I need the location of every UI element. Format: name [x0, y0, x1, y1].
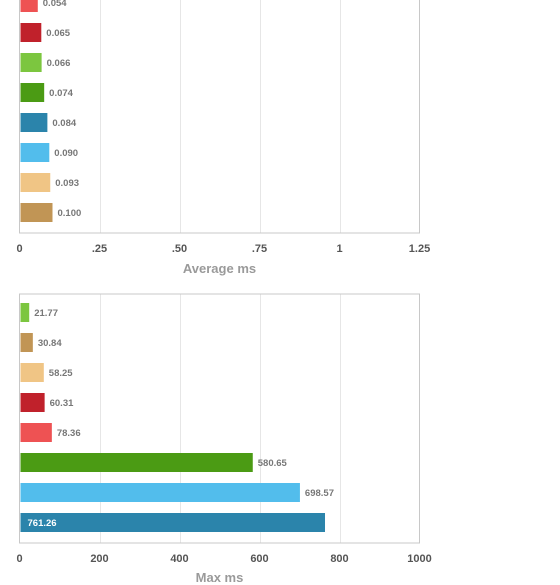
x-tick-label: 1.25 — [409, 243, 430, 255]
bar — [20, 173, 51, 192]
x-tick-label: .50 — [172, 243, 187, 255]
x-tick-label: 400 — [170, 553, 188, 565]
x-tick-label: .75 — [252, 243, 267, 255]
bar-value-label: 0.093 — [55, 178, 79, 189]
x-tick-label: 600 — [250, 553, 268, 565]
bar-value-label: 78.36 — [57, 428, 81, 439]
bar — [20, 393, 45, 412]
bar — [20, 513, 326, 532]
bar-value-label: 580.65 — [258, 458, 288, 469]
x-axis-title: Average ms — [183, 261, 256, 276]
average-ms-chart: 0.054 0.065 0.066 0.074 0.084 0.090 0.093 0.100… — [16, 0, 430, 276]
bar-value-label: 0.054 — [43, 0, 67, 9]
plot-frame — [19, 293, 420, 544]
x-tick-label: 0 — [16, 243, 22, 255]
x-axis-title: Max ms — [196, 570, 244, 585]
x-tick-label: .25 — [92, 243, 107, 255]
x-tick-label: 0 — [16, 553, 22, 565]
bar-value-label: 761.26 — [28, 518, 57, 529]
bar-value-label: 30.84 — [38, 338, 62, 349]
bar-value-label: 21.77 — [34, 308, 58, 319]
bar — [20, 453, 253, 472]
bar-value-label: 0.066 — [47, 58, 71, 69]
x-tick-label: 1 — [336, 243, 342, 255]
bar — [20, 483, 300, 502]
x-tick-label: 200 — [90, 553, 108, 565]
bar — [20, 0, 38, 12]
bar-value-label: 0.065 — [46, 28, 70, 39]
bar — [20, 113, 48, 132]
bar — [20, 23, 42, 42]
bar-value-label: 58.25 — [49, 368, 73, 379]
bar — [20, 303, 30, 322]
bar — [20, 53, 42, 72]
bar-value-label: 698.57 — [305, 488, 334, 499]
bar — [20, 363, 44, 382]
bar-value-label: 0.090 — [54, 148, 78, 159]
x-tick-label: 1000 — [407, 553, 431, 565]
bar — [20, 203, 53, 222]
bar — [20, 333, 33, 352]
x-tick-label: 800 — [330, 553, 348, 565]
bar-value-label: 0.100 — [58, 208, 82, 219]
plot-frame — [19, 0, 420, 234]
bar — [20, 143, 50, 162]
bar — [20, 423, 52, 442]
bar-value-label: 0.084 — [52, 118, 76, 129]
max-ms-chart: 21.77 30.84 58.25 60.31 78.36 580.65 698.57 761… — [16, 293, 432, 585]
bar — [20, 83, 45, 102]
bar-value-label: 0.074 — [49, 88, 73, 99]
bar-value-label: 60.31 — [50, 398, 74, 409]
